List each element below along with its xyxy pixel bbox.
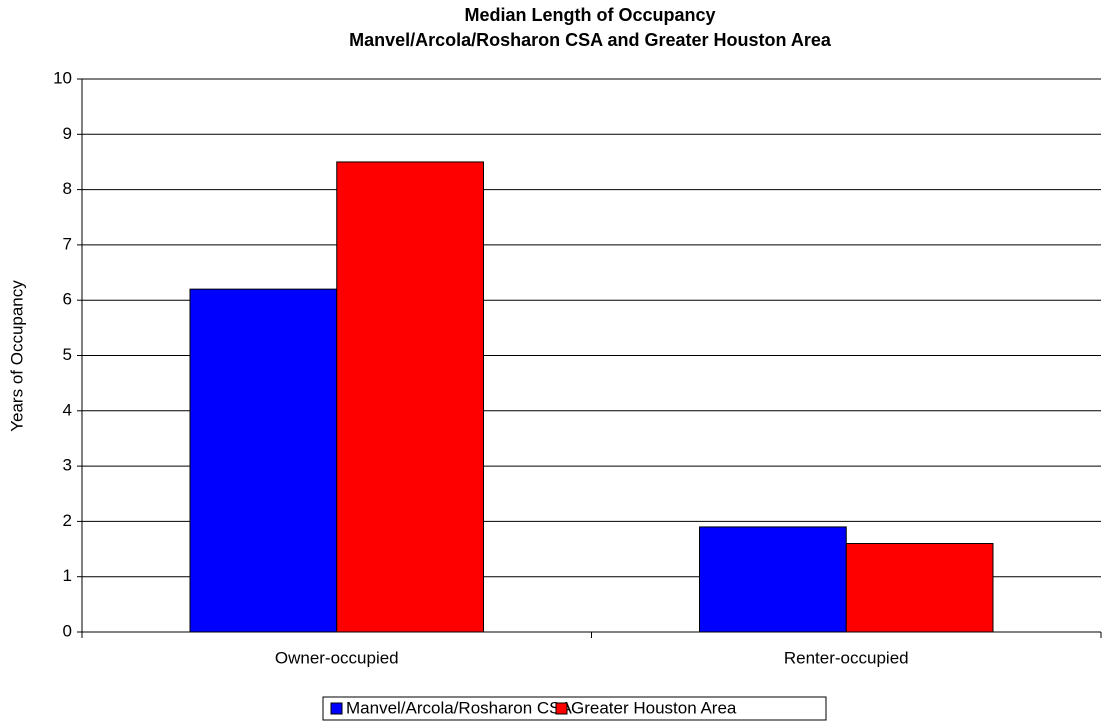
y-tick-label: 4 bbox=[63, 400, 72, 419]
y-tick-label: 3 bbox=[63, 456, 72, 475]
y-tick-label: 9 bbox=[63, 124, 72, 143]
bar bbox=[699, 526, 847, 633]
y-tick-label: 6 bbox=[63, 290, 72, 309]
x-tick-label: Owner-occupied bbox=[275, 648, 399, 667]
legend-label: Manvel/Arcola/Rosharon CSA bbox=[346, 698, 572, 717]
legend-label: Greater Houston Area bbox=[571, 698, 737, 717]
bar bbox=[336, 161, 484, 633]
chart-title: Median Length of Occupancy bbox=[464, 5, 715, 25]
y-tick-label: 1 bbox=[63, 566, 72, 585]
y-tick-label: 0 bbox=[63, 621, 72, 640]
x-tick-label: Renter-occupied bbox=[784, 648, 909, 667]
y-tick-label: 7 bbox=[63, 234, 72, 253]
y-tick-label: 5 bbox=[63, 345, 72, 364]
y-tick-label: 2 bbox=[63, 511, 72, 530]
bar bbox=[189, 288, 338, 633]
y-tick-label: 10 bbox=[53, 68, 72, 87]
bar bbox=[845, 543, 994, 633]
legend-box bbox=[322, 696, 827, 721]
chart-subtitle: Manvel/Arcola/Rosharon CSA and Greater H… bbox=[349, 30, 832, 50]
y-axis-label: Years of Occupancy bbox=[7, 280, 26, 432]
legend-swatch bbox=[555, 702, 568, 715]
y-tick-label: 8 bbox=[63, 179, 72, 198]
legend-swatch bbox=[330, 702, 343, 715]
